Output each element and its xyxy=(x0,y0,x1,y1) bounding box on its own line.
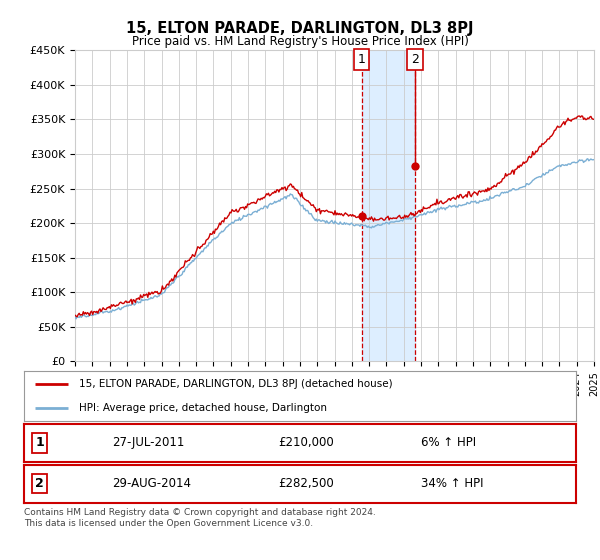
Text: HPI: Average price, detached house, Darlington: HPI: Average price, detached house, Darl… xyxy=(79,403,327,413)
Text: 1: 1 xyxy=(358,53,365,66)
Text: 15, ELTON PARADE, DARLINGTON, DL3 8PJ (detached house): 15, ELTON PARADE, DARLINGTON, DL3 8PJ (d… xyxy=(79,379,393,389)
Bar xyxy=(362,50,415,361)
Text: 15, ELTON PARADE, DARLINGTON, DL3 8PJ: 15, ELTON PARADE, DARLINGTON, DL3 8PJ xyxy=(126,21,474,36)
Text: 2: 2 xyxy=(411,53,419,66)
Text: 2: 2 xyxy=(35,477,44,491)
Text: 29-AUG-2014: 29-AUG-2014 xyxy=(112,477,191,491)
Text: Contains HM Land Registry data © Crown copyright and database right 2024.
This d: Contains HM Land Registry data © Crown c… xyxy=(24,508,376,528)
Text: 1: 1 xyxy=(35,436,44,450)
Text: 27-JUL-2011: 27-JUL-2011 xyxy=(112,436,185,450)
Text: £282,500: £282,500 xyxy=(278,477,334,491)
Text: 34% ↑ HPI: 34% ↑ HPI xyxy=(421,477,484,491)
Text: Price paid vs. HM Land Registry's House Price Index (HPI): Price paid vs. HM Land Registry's House … xyxy=(131,35,469,48)
Text: 6% ↑ HPI: 6% ↑ HPI xyxy=(421,436,476,450)
Text: £210,000: £210,000 xyxy=(278,436,334,450)
